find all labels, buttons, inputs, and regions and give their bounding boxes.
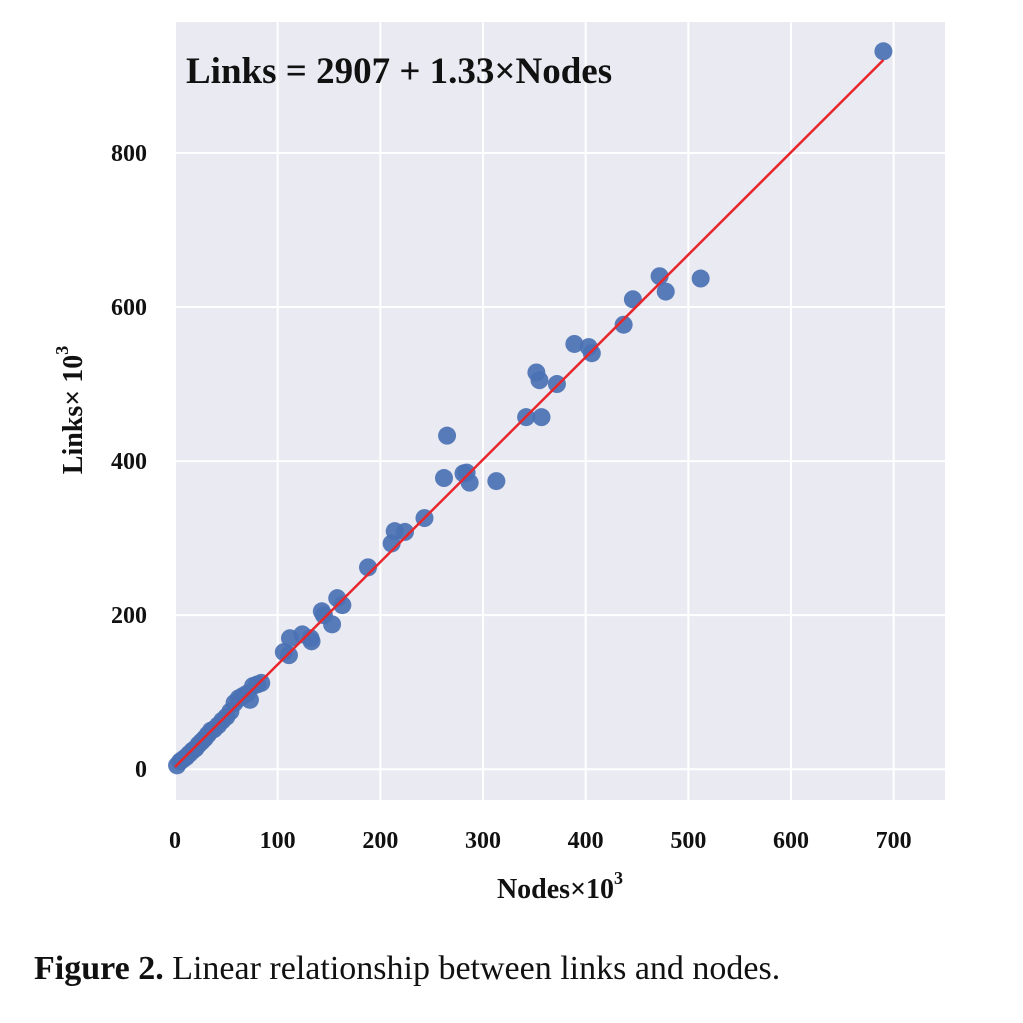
data-point (333, 596, 352, 615)
y-tick-labels: 0 200 400 600 800 (111, 141, 147, 783)
data-point (252, 673, 271, 692)
data-point (614, 315, 633, 334)
data-point (434, 469, 453, 488)
x-tick-label: 400 (568, 828, 604, 854)
x-tick-label: 600 (773, 828, 809, 854)
x-tick-label: 700 (876, 828, 912, 854)
data-point (530, 371, 549, 390)
data-point (460, 473, 479, 492)
y-tick-label: 0 (135, 757, 147, 783)
x-tick-label: 300 (465, 828, 501, 854)
data-point (623, 290, 642, 309)
y-tick-label: 800 (111, 141, 147, 167)
y-tick-label: 400 (111, 449, 147, 475)
data-point (874, 42, 893, 61)
x-axis-label: Nodes×103 (497, 868, 623, 905)
figure-caption: Figure 2. Linear relationship between li… (34, 950, 780, 988)
data-point (279, 646, 298, 665)
x-tick-label: 100 (260, 828, 296, 854)
scatter-chart: 0 100 200 300 400 500 600 700 0 200 400 600 800 Lin… (52, 22, 945, 905)
y-axis-label-sup: 3 (52, 346, 72, 355)
data-point (395, 522, 414, 541)
x-tick-label: 200 (362, 828, 398, 854)
caption-text: Linear relationship between links and no… (163, 950, 781, 987)
plot-area (175, 22, 945, 800)
data-point (323, 615, 342, 634)
x-tick-label: 0 (169, 828, 181, 854)
data-point (656, 282, 675, 301)
data-point (487, 472, 506, 491)
data-point (582, 344, 601, 363)
grid-lines (174, 22, 945, 800)
y-axis-label: Links× 103 (52, 346, 89, 474)
caption-label: Figure 2. (34, 950, 164, 987)
data-point (359, 558, 378, 577)
data-point (565, 334, 584, 353)
x-tick-label: 500 (670, 828, 706, 854)
data-point (691, 269, 710, 288)
data-point (532, 408, 551, 427)
data-point (547, 375, 566, 394)
regression-annotation: Links = 2907 + 1.33×Nodes (186, 51, 612, 92)
x-axis-label-text: Nodes×10 (497, 874, 614, 905)
fit-line (174, 59, 885, 768)
data-point (302, 632, 321, 651)
y-axis-label-text: Links× 10 (58, 355, 89, 474)
x-axis-label-sup: 3 (614, 868, 623, 888)
data-point (650, 267, 669, 286)
y-tick-label: 600 (111, 295, 147, 321)
x-tick-labels: 0 100 200 300 400 500 600 700 (169, 828, 912, 854)
y-tick-label: 200 (111, 603, 147, 629)
data-point (438, 426, 457, 445)
